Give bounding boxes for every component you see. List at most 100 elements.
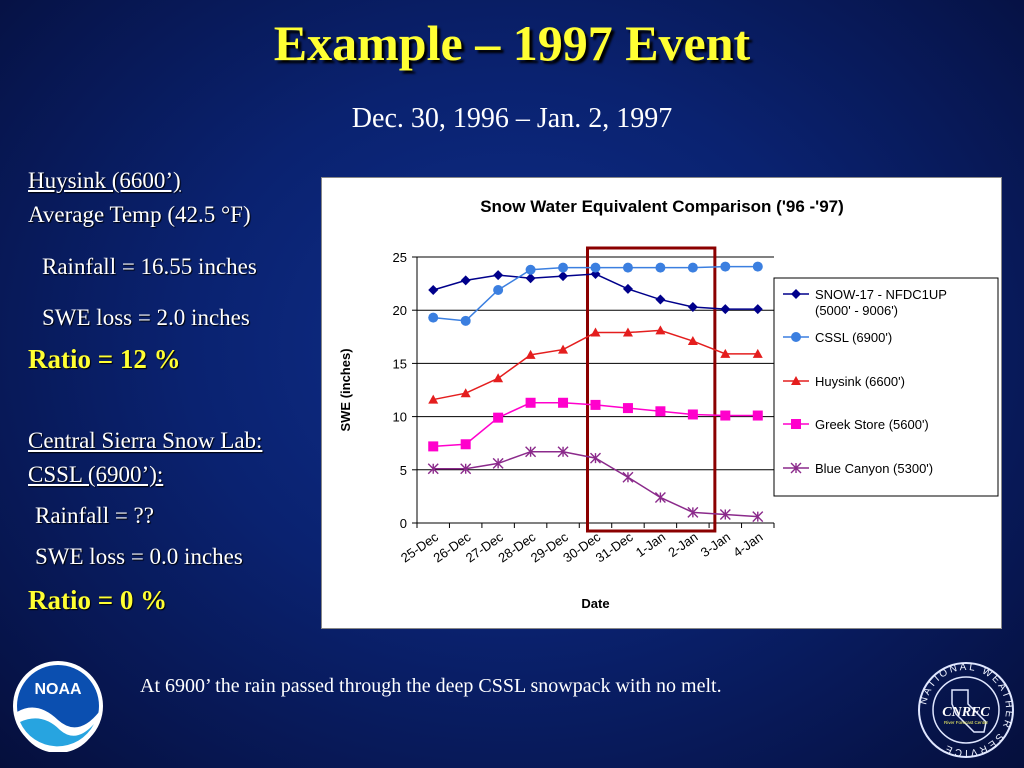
data-point [590, 399, 601, 410]
data-point [687, 262, 698, 273]
data-point [493, 373, 504, 383]
slide-subtitle: Dec. 30, 1996 – Jan. 2, 1997 [351, 103, 673, 134]
legend-label: (5000' - 9006') [815, 303, 898, 318]
data-point [687, 302, 698, 313]
data-point [720, 304, 731, 315]
legend-label: Greek Store (5600') [815, 417, 929, 432]
legend-marker [791, 419, 801, 429]
site1-rainfall: Rainfall = 16.55 inches [42, 254, 257, 279]
data-point [428, 284, 439, 295]
data-point [752, 410, 763, 421]
data-point [654, 491, 666, 503]
data-point [460, 439, 471, 450]
site1-name: Huysink (6600’) [28, 168, 181, 193]
data-point [752, 511, 764, 523]
legend-label: SNOW-17 - NFDC1UP [815, 287, 947, 302]
data-point [622, 327, 633, 337]
nws-logo: NATIONAL WEATHER SERVICE CNRFC River For… [918, 662, 1014, 758]
data-point [558, 344, 569, 354]
data-point [622, 403, 633, 414]
data-point [590, 327, 601, 337]
site1-swe-loss: SWE loss = 2.0 inches [42, 305, 250, 330]
site2-name-line1: Central Sierra Snow Lab: [28, 428, 263, 453]
data-point [590, 262, 601, 273]
x-axis-label: Date [581, 596, 609, 611]
nws-center-text: CNRFC [942, 705, 990, 720]
data-point [525, 264, 536, 275]
data-point [687, 506, 699, 518]
data-point [720, 348, 731, 358]
legend-marker [790, 462, 802, 474]
data-point [655, 325, 666, 335]
swe-chart-svg: Snow Water Equivalent Comparison ('96 -'… [338, 197, 999, 611]
swe-chart: Snow Water Equivalent Comparison ('96 -'… [321, 177, 1002, 629]
data-point [557, 446, 569, 458]
data-point [622, 471, 634, 483]
data-point [752, 348, 763, 358]
data-point [493, 412, 504, 423]
data-point [460, 315, 471, 326]
legend-marker [791, 332, 801, 342]
data-point [525, 349, 536, 359]
legend-label: Blue Canyon (5300') [815, 461, 933, 476]
y-axis-label: SWE (inches) [338, 348, 353, 431]
nws-sub-text: River Forecast Center [944, 720, 989, 725]
data-point [525, 273, 536, 284]
y-tick-label: 5 [400, 463, 407, 478]
data-point [655, 262, 666, 273]
data-point [460, 463, 472, 475]
x-tick-label: 31-Dec [593, 529, 636, 566]
data-point [493, 284, 504, 295]
highlight-box [586, 246, 717, 533]
legend-label: Huysink (6600') [815, 374, 905, 389]
slide-title: Example – 1997 Event [273, 15, 751, 71]
data-point [720, 261, 731, 272]
data-point [493, 270, 504, 281]
data-point [622, 283, 633, 294]
data-point [558, 271, 569, 282]
data-point [687, 336, 698, 346]
data-point [428, 394, 439, 404]
legend-label: CSSL (6900') [815, 330, 892, 345]
noaa-logo-text: NOAA [34, 681, 82, 698]
data-point [719, 508, 731, 520]
slide-caption: At 6900’ the rain passed through the dee… [140, 675, 722, 697]
x-tick-label: 4-Jan [730, 529, 765, 560]
data-point [655, 406, 666, 417]
data-point [752, 261, 763, 272]
site2-swe-loss: SWE loss = 0.0 inches [35, 544, 243, 569]
site2-name-line2: CSSL (6900’): [28, 462, 164, 487]
site1-ratio: Ratio = 12 % [28, 344, 181, 374]
x-tick-label: 2-Jan [665, 529, 700, 560]
noaa-logo: NOAA [13, 661, 103, 752]
site2-ratio: Ratio = 0 % [28, 585, 168, 615]
series-line-0 [433, 273, 758, 310]
site1-temp: Average Temp (42.5 °F) [28, 202, 251, 227]
data-point [525, 397, 536, 408]
series-line-2 [433, 329, 758, 401]
x-tick-label: 3-Jan [698, 529, 733, 560]
data-point [525, 446, 537, 458]
data-point [558, 262, 569, 273]
data-point [427, 463, 439, 475]
data-point [492, 457, 504, 469]
y-tick-label: 15 [393, 356, 407, 371]
data-point [687, 409, 698, 420]
y-tick-label: 0 [400, 516, 407, 531]
data-point [558, 397, 569, 408]
y-tick-label: 25 [393, 250, 407, 265]
y-tick-label: 10 [393, 410, 407, 425]
data-point [752, 304, 763, 315]
data-point [460, 275, 471, 286]
chart-legend: SNOW-17 - NFDC1UP(5000' - 9006') CSSL (69… [773, 277, 999, 497]
legend-box [773, 277, 999, 497]
chart-title: Snow Water Equivalent Comparison ('96 -'… [480, 197, 844, 216]
data-point [720, 410, 731, 421]
legend-marker [791, 289, 801, 299]
data-point [590, 269, 601, 280]
data-point [428, 312, 439, 323]
y-tick-label: 20 [393, 303, 407, 318]
data-point [460, 388, 471, 398]
data-point [428, 441, 439, 452]
legend-marker [791, 376, 801, 385]
